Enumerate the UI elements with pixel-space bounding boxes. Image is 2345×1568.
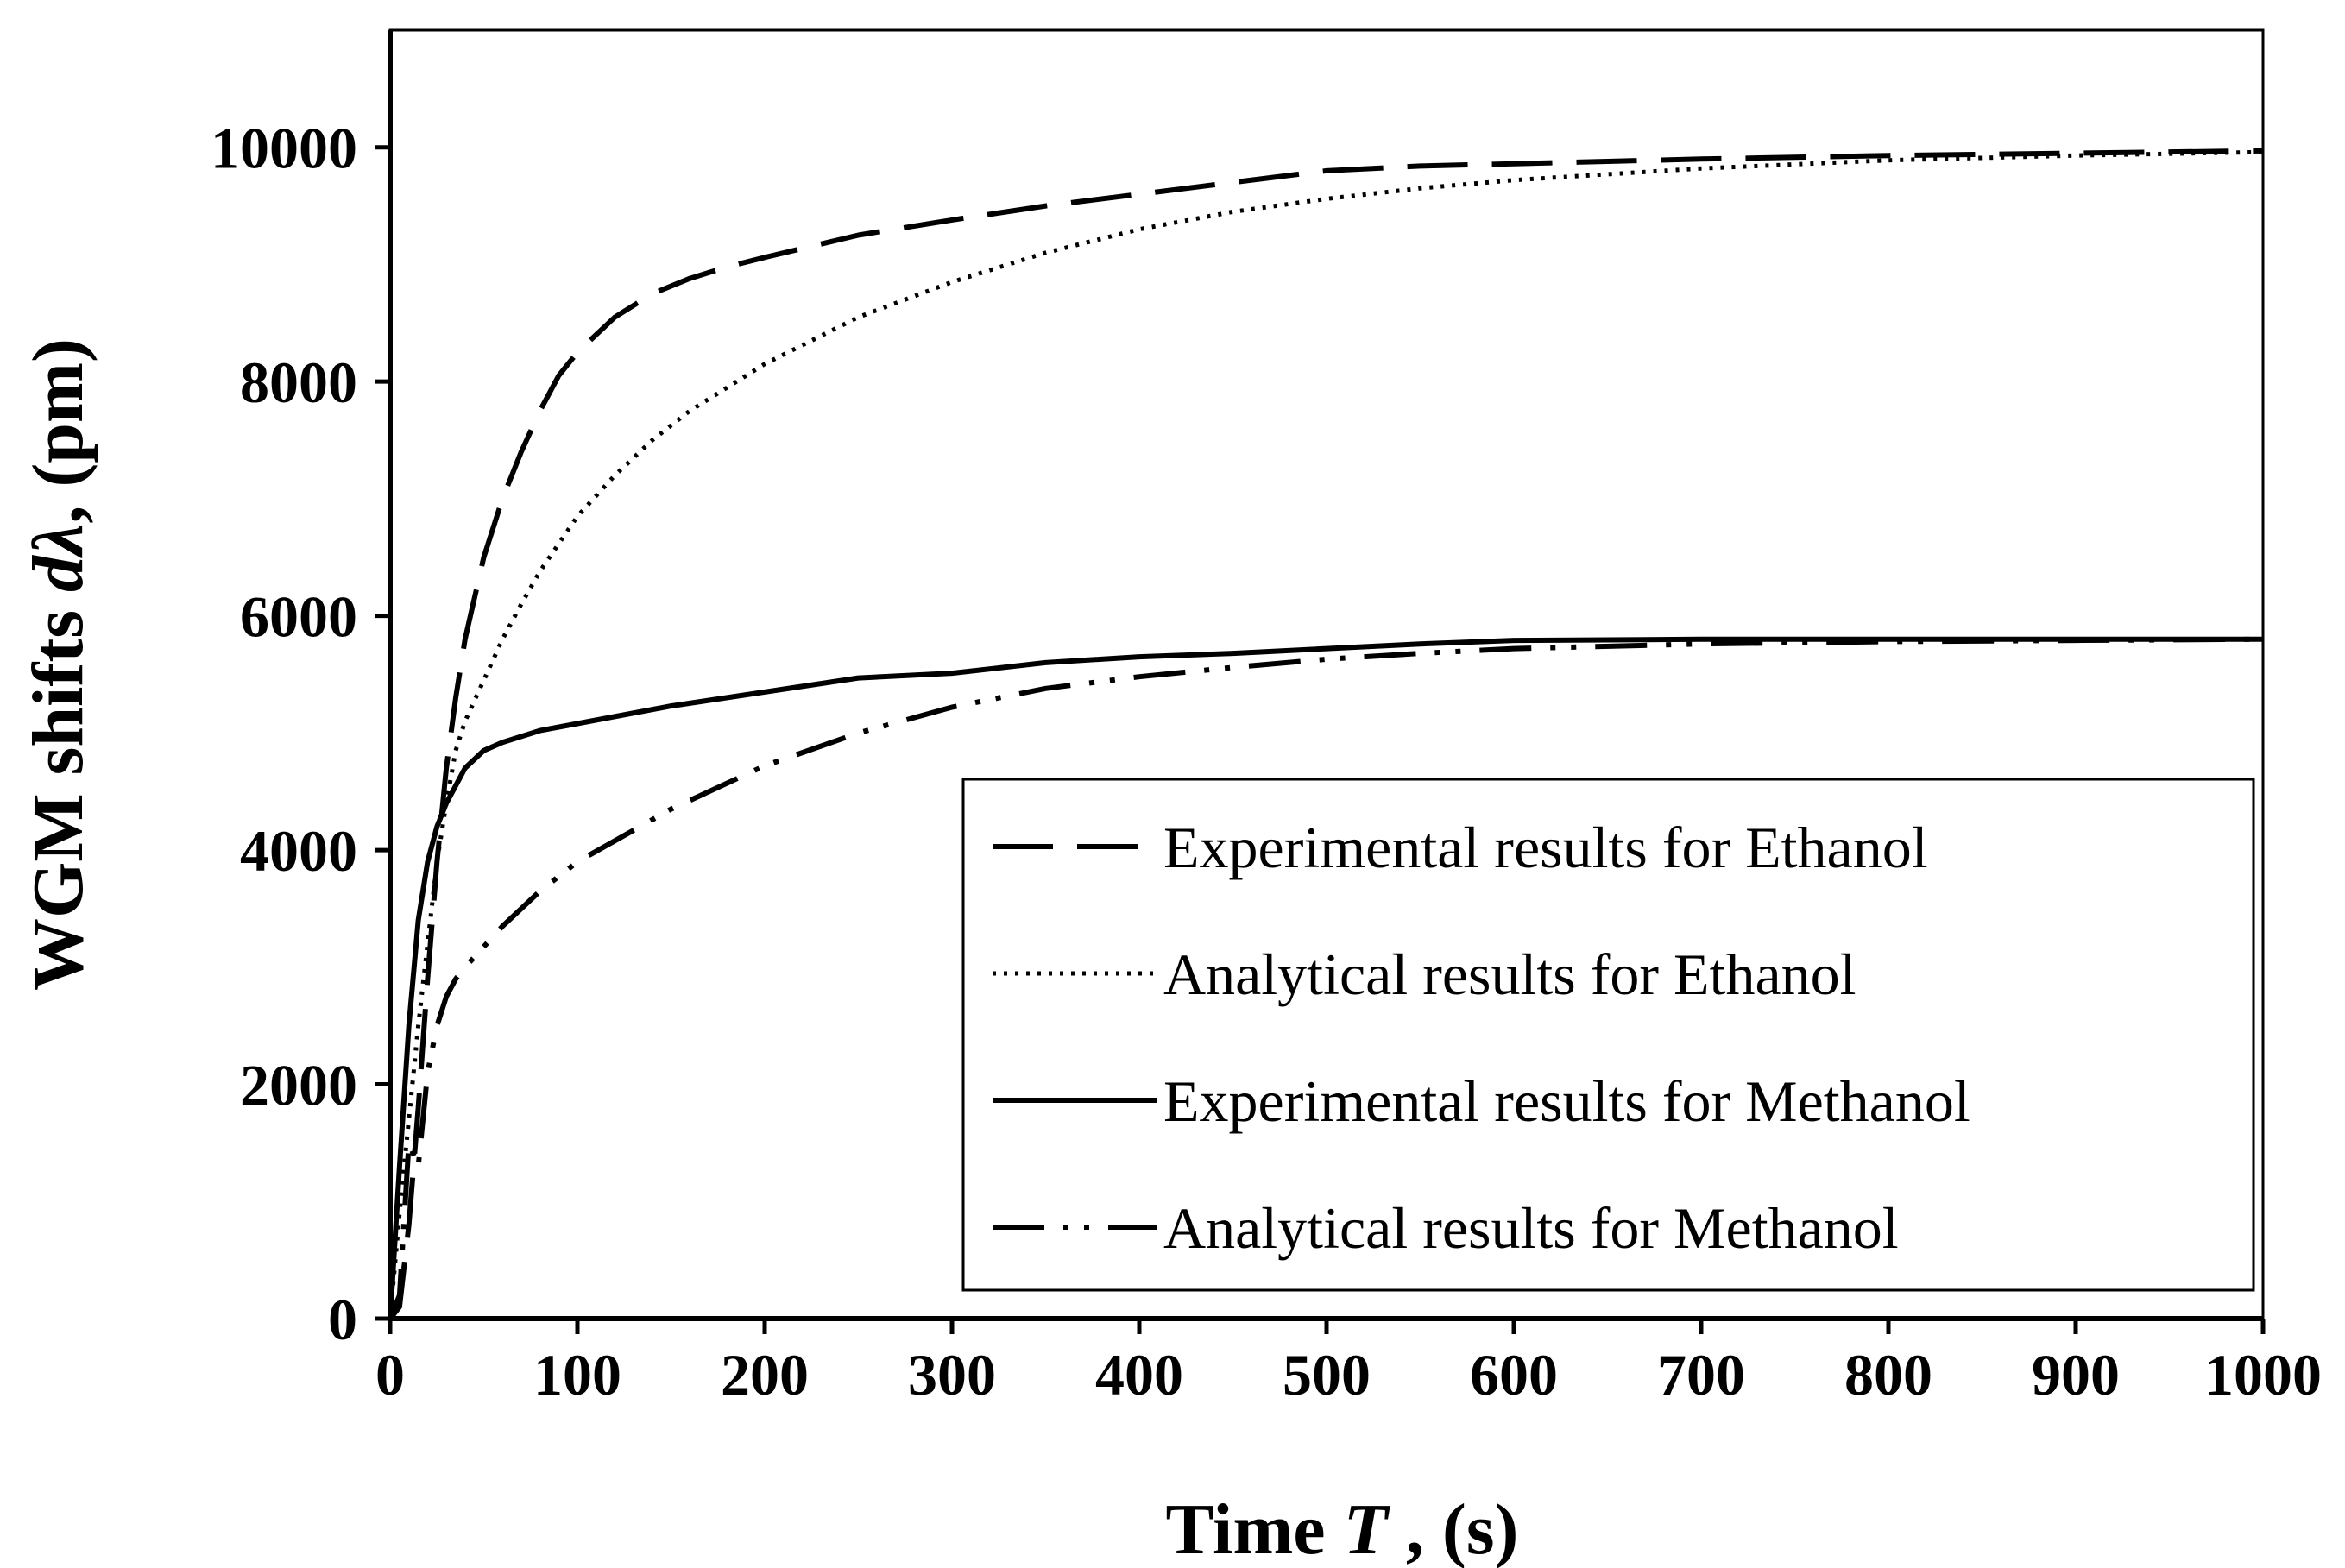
y-tick-label: 4000: [240, 818, 357, 884]
y-tick-label: 6000: [240, 584, 357, 650]
x-tick-label: 400: [1095, 1342, 1183, 1407]
y-axis-title-prefix: WGM shifts: [18, 592, 98, 991]
y-tick-label: 2000: [240, 1053, 357, 1118]
ticks: 0 100 200 300 400 500 600 700 800 900 100002000400…: [211, 116, 2322, 1407]
x-tick-label: 700: [1657, 1342, 1745, 1407]
legend-label-4: Analytical results for Methanol: [1163, 1195, 1899, 1261]
x-axis-title-suffix: , (s): [1388, 1489, 1519, 1568]
legend-label-2: Analytical results for Ethanol: [1163, 941, 1856, 1007]
x-tick-label: 600: [1470, 1342, 1558, 1407]
y-axis-title-symbol: dλ: [18, 524, 98, 592]
series-line-2: [388, 149, 2264, 1319]
legend-box: [961, 778, 2255, 1292]
series-line-4: [388, 636, 2264, 1320]
x-tick-label: 900: [2032, 1342, 2120, 1407]
y-tick-label: 8000: [240, 349, 357, 415]
legend: Experimental results for Ethanol Analytic…: [961, 778, 2255, 1292]
x-tick-label: 200: [721, 1342, 809, 1407]
x-axis-title-symbol: T: [1344, 1489, 1391, 1568]
x-tick-label: 100: [533, 1342, 621, 1407]
x-tick-label: 1000: [2204, 1342, 2322, 1407]
y-tick-label: 10000: [211, 116, 357, 181]
series-layer: [388, 148, 2264, 1320]
x-tick-label: 300: [908, 1342, 996, 1407]
y-axis-title-suffix: , (pm): [18, 338, 98, 524]
legend-label-1: Experimental results for Ethanol: [1163, 815, 1928, 880]
y-axis-title: WGM shifts dλ, (pm): [18, 338, 98, 991]
series-line-3: [388, 636, 2263, 1319]
legend-label-3: Experimental results for Methanol: [1163, 1068, 1970, 1134]
x-tick-label: 0: [375, 1342, 405, 1407]
x-tick-label: 500: [1283, 1342, 1371, 1407]
x-axis-title: Time T , (s): [1165, 1489, 1518, 1568]
y-tick-label: 0: [328, 1287, 357, 1352]
x-axis-title-prefix: Time: [1165, 1489, 1343, 1568]
x-tick-label: 800: [1844, 1342, 1932, 1407]
